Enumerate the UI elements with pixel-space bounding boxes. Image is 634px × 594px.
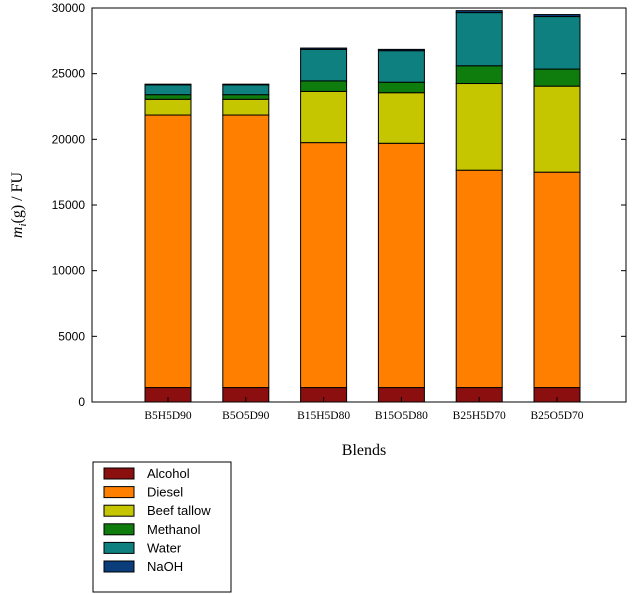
y-tick-label: 10000 (52, 264, 86, 278)
legend-swatch (103, 486, 135, 499)
legend-label: Alcohol (147, 466, 190, 481)
x-tick-label: B5O5D90 (222, 410, 270, 422)
bar-segment-diesel (455, 169, 503, 389)
bar-segment-naoh (144, 83, 192, 86)
legend-swatch (103, 467, 135, 480)
x-tick-label: B15O5D80 (375, 410, 428, 422)
x-tick-label: B15H5D80 (297, 410, 350, 422)
bars-group (144, 10, 581, 403)
bar-segment-beef-tallow (533, 85, 581, 173)
y-tick-label: 15000 (52, 198, 86, 212)
x-axis: B5H5D90 B5O5D90 B15H5D80 B15O5D80 B25H5D70 B2… (144, 397, 584, 422)
y-tick-label: 5000 (58, 329, 85, 343)
legend-swatch (103, 504, 135, 517)
bar-segment-naoh (455, 10, 503, 14)
bar-segment-beef-tallow (144, 98, 192, 116)
bar-segment-methanol (300, 80, 348, 92)
bar-segment-beef-tallow (377, 92, 425, 144)
x-tick-label: B25H5D70 (453, 410, 506, 422)
y-tick-label: 25000 (52, 67, 86, 81)
bar-segment-water (377, 50, 425, 83)
x-tick-label: B5H5D90 (144, 410, 192, 422)
bar-segment-beef-tallow (455, 83, 503, 171)
bar-segment-diesel (300, 142, 348, 389)
y-axis-title-symbol: m (9, 227, 26, 239)
x-tick-label: B25O5D70 (530, 410, 583, 422)
bar-segment-water (300, 48, 348, 82)
bar-segment-water (533, 16, 581, 70)
bar-segment-water (222, 84, 270, 96)
x-axis-title: Blends (342, 442, 386, 459)
bar-segment-beef-tallow (300, 90, 348, 144)
legend-swatch (103, 560, 135, 573)
bar-segment-diesel (377, 142, 425, 389)
y-tick-label: 0 (78, 395, 85, 409)
bar-segment-naoh (300, 47, 348, 50)
legend-label: Methanol (147, 522, 201, 537)
legend: Alcohol Diesel Beef tallow Methanol Water NaO… (92, 461, 232, 593)
bar-segment-naoh (377, 48, 425, 52)
bar-segment-diesel (222, 114, 270, 389)
bar-segment-naoh (222, 83, 270, 86)
bar-segment-methanol (144, 94, 192, 100)
y-axis-title-units: (g) / FU (9, 171, 26, 223)
bar-segment-water (144, 84, 192, 96)
y-tick-label: 30000 (52, 1, 86, 15)
legend-swatch (103, 523, 135, 536)
legend-label: Beef tallow (147, 503, 211, 518)
y-axis-title-subscript: i (17, 223, 29, 226)
y-axis: 0 5000 10000 15000 20000 25000 30000 (52, 1, 626, 409)
legend-label: Diesel (147, 485, 183, 500)
bar-segment-methanol (455, 65, 503, 85)
legend-swatch (103, 541, 135, 554)
bar-segment-methanol (222, 94, 270, 100)
bar-segment-water (455, 12, 503, 67)
legend-label: NaOH (147, 559, 183, 574)
bar-segment-diesel (533, 171, 581, 389)
bar-segment-diesel (144, 114, 192, 389)
bar-segment-beef-tallow (222, 98, 270, 116)
bar-segment-naoh (533, 14, 581, 18)
legend-label: Water (147, 540, 182, 555)
bar-segment-methanol (377, 81, 425, 94)
bar-segment-methanol (533, 68, 581, 87)
y-tick-label: 20000 (52, 132, 86, 146)
y-axis-title: mi(g) / FU (9, 171, 29, 238)
